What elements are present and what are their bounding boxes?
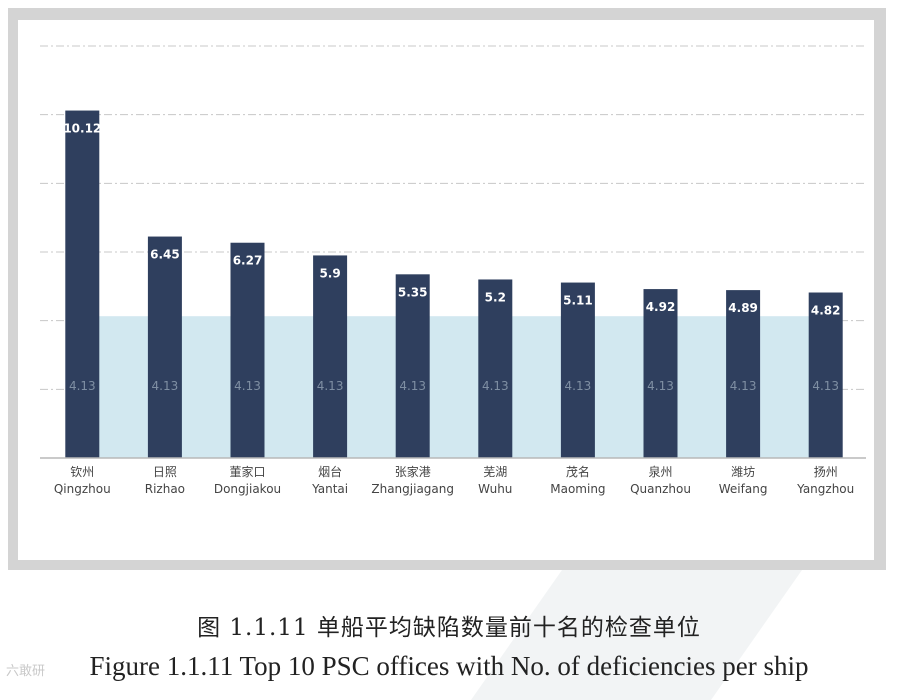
chart-area: 10.12 4.13 6.45 4.13 6.27 4.13 5.9 4.13 5.35 4.13…: [18, 20, 874, 560]
average-value-label: 4.13: [482, 379, 509, 393]
average-value-label: 4.13: [69, 379, 96, 393]
bar-value-label: 6.45: [150, 248, 180, 262]
x-tick-label-cn: 烟台: [318, 464, 342, 479]
x-tick-label: Weifang: [719, 482, 768, 496]
x-tick-label-cn: 潍坊: [731, 464, 755, 479]
x-tick-label: Wuhu: [478, 482, 512, 496]
bar-value-label: 5.11: [563, 294, 593, 308]
bar: [65, 110, 100, 459]
bar: [147, 236, 182, 458]
bar-chart: 10.12 4.13 6.45 4.13 6.27 4.13 5.9 4.13 5.35 4.13…: [40, 45, 866, 496]
average-value-label: 4.13: [812, 379, 839, 393]
x-tick-label: Maoming: [550, 482, 605, 496]
x-tick-label-cn: 芜湖: [483, 464, 507, 479]
watermark-logo: 六敢研: [6, 664, 46, 679]
average-value-label: 4.13: [730, 379, 757, 393]
bar: [726, 290, 761, 458]
bar-value-label: 4.82: [811, 304, 841, 318]
x-tick-label-cn: 茂名: [566, 464, 590, 479]
x-tick-label: Rizhao: [145, 482, 185, 496]
average-value-label: 4.13: [647, 379, 674, 393]
bar: [478, 279, 513, 458]
bar-value-label: 5.35: [398, 285, 428, 299]
bar: [395, 274, 430, 458]
figure-caption-en: Figure 1.1.11 Top 10 PSC offices with No…: [89, 651, 809, 681]
bar: [808, 292, 843, 458]
figure-caption-cn: 图 1.1.11 单船平均缺陷数量前十名的检查单位: [197, 615, 701, 641]
x-tick-label-cn: 张家港: [395, 464, 431, 479]
bar-value-label: 6.27: [233, 254, 263, 268]
average-value-label: 4.13: [234, 379, 261, 393]
bar-value-label: 4.89: [728, 301, 758, 315]
bar-value-label: 4.92: [646, 300, 676, 314]
x-tick-label-cn: 泉州: [648, 465, 672, 479]
average-area: [82, 316, 826, 458]
x-tick-label-cn: 董家口: [229, 464, 265, 479]
x-tick-label: Dongjiakou: [214, 482, 281, 496]
bar: [230, 242, 265, 458]
average-value-label: 4.13: [399, 379, 426, 393]
x-tick-label: Yangzhou: [796, 482, 854, 496]
average-value-label: 4.13: [565, 379, 592, 393]
chart-frame: 10.12 4.13 6.45 4.13 6.27 4.13 5.9 4.13 5.35 4.13…: [8, 8, 886, 570]
bar-value-label: 10.12: [63, 122, 101, 136]
bar-value-label: 5.9: [319, 266, 340, 280]
x-tick-label-cn: 钦州: [70, 465, 94, 479]
bar: [643, 289, 678, 458]
x-tick-label-cn: 扬州: [814, 464, 838, 479]
x-tick-label: Quanzhou: [630, 482, 691, 496]
bar: [560, 282, 595, 458]
average-value-label: 4.13: [317, 379, 344, 393]
bar: [313, 255, 348, 458]
x-tick-label: Qingzhou: [54, 482, 111, 496]
x-tick-label: Yantai: [311, 482, 348, 496]
x-tick-label: Zhangjiagang: [371, 482, 454, 496]
bar-value-label: 5.2: [485, 290, 506, 304]
x-tick-label-cn: 日照: [153, 465, 177, 479]
average-value-label: 4.13: [152, 379, 179, 393]
